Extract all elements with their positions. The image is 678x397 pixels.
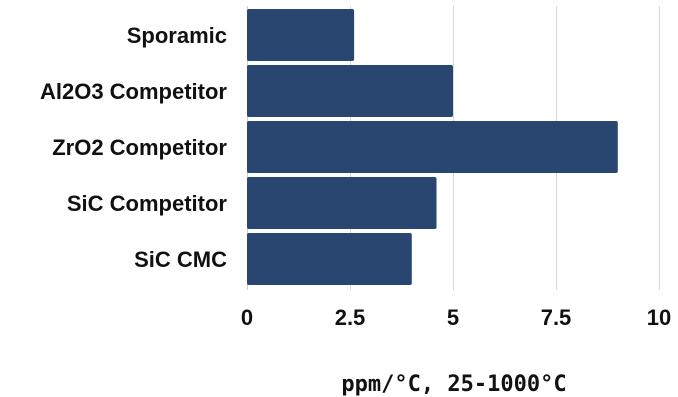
x-tick-label: 10 [647,305,671,330]
bar-sporamic [247,9,355,61]
category-labels: Sporamic Al2O3 Competitor ZrO2 Competitor S… [40,23,227,272]
category-label: SiC CMC [134,247,227,272]
x-axis-title: ppm/°C, 25-1000°C [341,372,566,397]
bar-zro2-competitor [247,121,618,173]
bars [247,9,618,285]
x-tick-labels: 0 2.5 5 7.5 10 [241,305,671,330]
category-label: ZrO2 Competitor [52,135,227,160]
bar-al2o3-competitor [247,65,453,117]
category-label: Sporamic [127,23,227,48]
x-tick-label: 7.5 [541,305,572,330]
x-tick-label: 2.5 [335,305,366,330]
x-tick-label: 5 [447,305,459,330]
bar-sic-cmc [247,233,412,285]
category-label: SiC Competitor [67,191,228,216]
category-label: Al2O3 Competitor [40,79,227,104]
bar-sic-competitor [247,177,437,229]
x-tick-label: 0 [241,305,253,330]
